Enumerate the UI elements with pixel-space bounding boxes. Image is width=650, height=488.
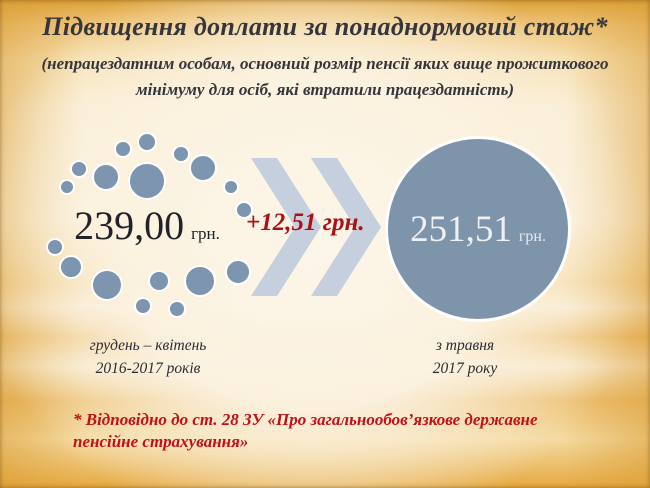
before-period-line2: 2016-2017 років (95, 360, 201, 377)
after-amount-currency: грн. (518, 228, 546, 245)
ring-dot (70, 160, 88, 178)
increase-label: +12,51 грн. (246, 209, 365, 236)
after-period: з травня 2017 року (355, 335, 575, 381)
ring-dot (114, 140, 132, 158)
ring-dot (148, 270, 170, 292)
after-circle: 251,51 грн. (385, 136, 571, 322)
ring-dot (189, 154, 217, 182)
after-period-line2: 2017 року (432, 360, 498, 377)
ring-dot (225, 259, 251, 285)
ring-dot (184, 265, 216, 297)
ring-dot (172, 145, 190, 163)
before-amount-currency: грн. (191, 224, 220, 243)
before-amount-value: 239,00 (74, 203, 185, 248)
after-amount-value: 251,51 (410, 209, 512, 250)
double-chevron-right-icon (251, 158, 381, 296)
ring-dot (137, 132, 157, 152)
ring-dot (59, 179, 75, 195)
before-period: грудень – квітень 2016-2017 років (38, 335, 258, 381)
ring-dot (134, 297, 152, 315)
slide-subtitle: (непрацездатним особам, основний розмір … (41, 54, 609, 99)
page-title: Підвищення доплати за понаднормовий стаж… (42, 12, 608, 41)
ring-dot (91, 269, 123, 301)
ring-dot (92, 163, 120, 191)
ring-dot (235, 201, 253, 219)
after-period-line1: з травня (435, 337, 495, 354)
before-amount: 239,00 грн. (58, 206, 236, 246)
before-period-line1: грудень – квітень (89, 337, 207, 354)
ring-dot (168, 300, 186, 318)
ring-dot (128, 162, 166, 200)
ring-dot (59, 255, 83, 279)
ring-dot (46, 238, 64, 256)
footnote: * Відповідно до ст. 28 ЗУ «Про загальноо… (73, 410, 538, 451)
ring-dot (223, 179, 239, 195)
